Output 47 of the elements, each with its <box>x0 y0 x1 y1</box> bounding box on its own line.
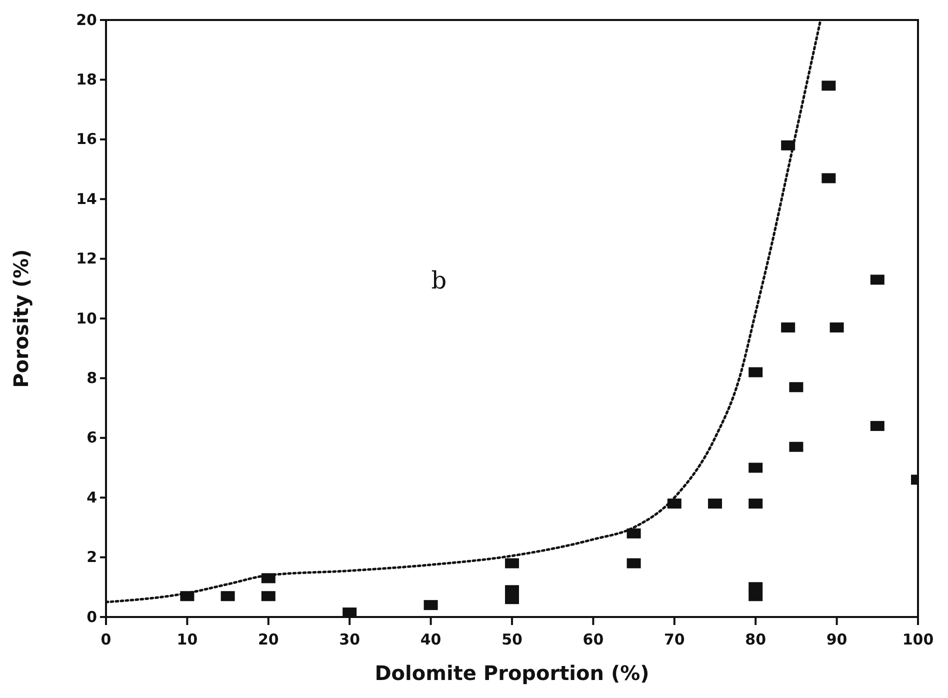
x-tick-label: 70 <box>664 630 685 648</box>
point <box>748 498 763 509</box>
point <box>789 442 804 452</box>
y-tick-label: 10 <box>76 309 97 328</box>
x-tick-label: 60 <box>582 630 604 648</box>
point <box>626 558 641 568</box>
y-tick-label: 14 <box>76 190 97 208</box>
x-tick-label: 40 <box>420 630 442 648</box>
point <box>822 173 836 184</box>
y-tick-label: 12 <box>76 250 97 268</box>
x-tick-label: 90 <box>826 630 848 648</box>
y-axis-title: Porosity (%) <box>9 249 33 388</box>
x-axis-title: Dolomite Proportion (%) <box>374 661 650 685</box>
x-tick-label: 80 <box>745 630 766 648</box>
point <box>870 420 884 431</box>
x-tick-label: 50 <box>502 630 522 648</box>
point <box>781 322 796 332</box>
x-tick-label: 0 <box>100 630 112 648</box>
point <box>748 462 763 473</box>
point <box>748 367 763 378</box>
point <box>424 600 438 610</box>
point <box>830 322 844 332</box>
point <box>748 591 763 602</box>
annotation: b <box>431 266 447 295</box>
point <box>822 80 836 91</box>
point <box>261 591 276 602</box>
x-tick-label: 10 <box>176 630 198 648</box>
y-tick-label: 6 <box>86 428 97 447</box>
x-tick-label: 20 <box>258 630 279 648</box>
point <box>220 591 235 602</box>
point <box>748 582 763 592</box>
point <box>505 585 519 596</box>
y-tick-label: 2 <box>86 548 97 566</box>
x-tick-label: 30 <box>339 630 360 648</box>
x-tick-label: 100 <box>902 630 934 648</box>
point <box>708 498 722 509</box>
y-tick-label: 8 <box>86 369 97 387</box>
y-tick-label: 18 <box>76 70 97 88</box>
y-tick-label: 20 <box>76 10 97 29</box>
y-tick-label: 4 <box>86 488 97 506</box>
point <box>505 558 519 568</box>
point <box>505 594 519 604</box>
point <box>870 274 884 285</box>
point <box>626 528 641 538</box>
point <box>789 382 804 392</box>
y-tick-label: 16 <box>76 130 97 148</box>
y-tick-label: 0 <box>86 608 97 626</box>
